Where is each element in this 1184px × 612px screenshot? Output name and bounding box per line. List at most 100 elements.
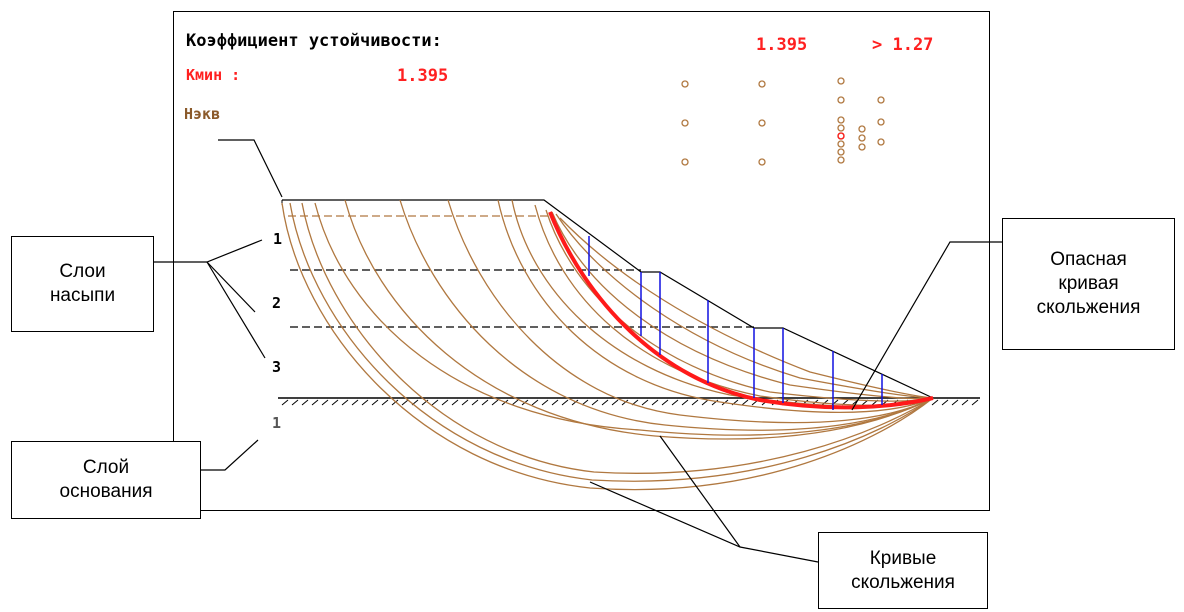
hatch-tick [431, 399, 439, 406]
circle-marker-icon [837, 132, 845, 140]
hatch-tick [641, 399, 649, 406]
circle-marker-icon [837, 156, 845, 164]
hatch-tick [661, 399, 669, 406]
slip-curve [281, 202, 934, 491]
layer-number: 2 [272, 294, 282, 312]
hatch-tick [391, 399, 399, 406]
hatch-tick [421, 399, 429, 406]
hatch-tick [291, 399, 299, 406]
slip-curve [545, 209, 934, 402]
hatch-tick [611, 399, 619, 406]
callout-line: скольжения [851, 571, 955, 593]
slip-curve [314, 202, 934, 436]
hatch-tick [311, 399, 319, 406]
slip-curve [555, 213, 934, 399]
kmin-value: 1.395 [397, 66, 449, 86]
hatch-tick [491, 399, 499, 406]
circle-marker-icon [877, 96, 885, 104]
hatch-tick [591, 399, 599, 406]
stability-comparison: > 1.27 [872, 35, 934, 55]
hatch-tick [581, 399, 589, 406]
slip-curve [399, 199, 934, 431]
hatch-tick [571, 399, 579, 406]
hatch-tick [371, 399, 379, 406]
circle-marker-icon [681, 80, 689, 88]
callout-line: Кривые [869, 547, 937, 569]
hatch-tick [301, 399, 309, 406]
hatch-tick [541, 399, 549, 406]
callout-leaders [153, 239, 1003, 563]
hatch-tick [931, 399, 939, 406]
stability-value: 1.395 [756, 35, 808, 55]
layer-number: 1 [273, 230, 283, 248]
hatch-tick [971, 399, 979, 406]
hatch-tick [361, 399, 369, 406]
hatch-tick [701, 399, 709, 406]
hatch-tick [321, 399, 329, 406]
circle-marker-icon [837, 116, 845, 124]
callout-line: основания [59, 481, 153, 502]
slip-curve [344, 199, 934, 440]
base-layer-number: 1 [272, 414, 282, 432]
hatch-tick [351, 399, 359, 406]
callout-embankment-layers: Слои насыпи [11, 236, 154, 332]
circle-marker-icon [837, 140, 845, 148]
callout-line: насыпи [49, 285, 116, 306]
circle-marker-icon [681, 158, 689, 166]
hatch-tick [711, 399, 719, 406]
stability-title: Коэффициент устойчивости: [186, 31, 442, 51]
plot-frame [173, 11, 990, 511]
hatch-tick [601, 399, 609, 406]
slip-curve [301, 202, 934, 474]
hatch-tick [471, 399, 479, 406]
callout-line: кривая [1058, 273, 1119, 294]
circle-marker-icon [858, 143, 866, 151]
callout-line: Опасная [1050, 249, 1127, 270]
heq-leader [218, 139, 283, 198]
hatch-tick [941, 399, 949, 406]
hatch-tick [621, 399, 629, 406]
circle-marker-icon [837, 124, 845, 132]
callout-line: Слои [59, 261, 106, 282]
hatch-tick [821, 399, 829, 406]
embankment-profile [282, 199, 934, 399]
circle-marker-icon [837, 96, 845, 104]
hatch-tick [651, 399, 659, 406]
callout-critical-surface: Опасная кривая скольжения [1002, 218, 1175, 350]
circle-marker-icon [877, 138, 885, 146]
callout-line: Слой [82, 457, 130, 478]
kmin-label: Кмин : [186, 66, 241, 84]
hatch-tick [481, 399, 489, 406]
circle-marker-icon [758, 119, 766, 127]
circle-marker-icon [758, 158, 766, 166]
hatch-tick [741, 399, 749, 406]
slip-curve [534, 204, 934, 406]
hatch-tick [691, 399, 699, 406]
slip-curve [559, 217, 934, 399]
slice-lines [588, 236, 883, 410]
circle-marker-icon [837, 148, 845, 156]
hatch-tick [561, 399, 569, 406]
layer-number: 3 [272, 358, 282, 376]
hatch-tick [551, 399, 559, 406]
circle-marker-icon [681, 119, 689, 127]
hatch-tick [401, 399, 409, 406]
slip-curve [551, 211, 934, 400]
callout-line: скольжения [1036, 297, 1141, 318]
circle-marker-icon [877, 118, 885, 126]
hatch-tick [461, 399, 469, 406]
critical-slip-curve [548, 211, 934, 410]
callout-slip-surfaces: Кривые скольжения [818, 532, 988, 609]
callout-base-layer: Слой основания [11, 441, 201, 519]
hatch-tick [531, 399, 539, 406]
hatch-tick [681, 399, 689, 406]
slip-curve [289, 202, 934, 482]
dot-grid [681, 77, 885, 166]
hatch-tick [331, 399, 339, 406]
hatch-tick [341, 399, 349, 406]
hatch-tick [281, 399, 289, 406]
circle-marker-icon [858, 134, 866, 142]
slip-curves [281, 199, 934, 491]
circle-marker-icon [858, 125, 866, 133]
